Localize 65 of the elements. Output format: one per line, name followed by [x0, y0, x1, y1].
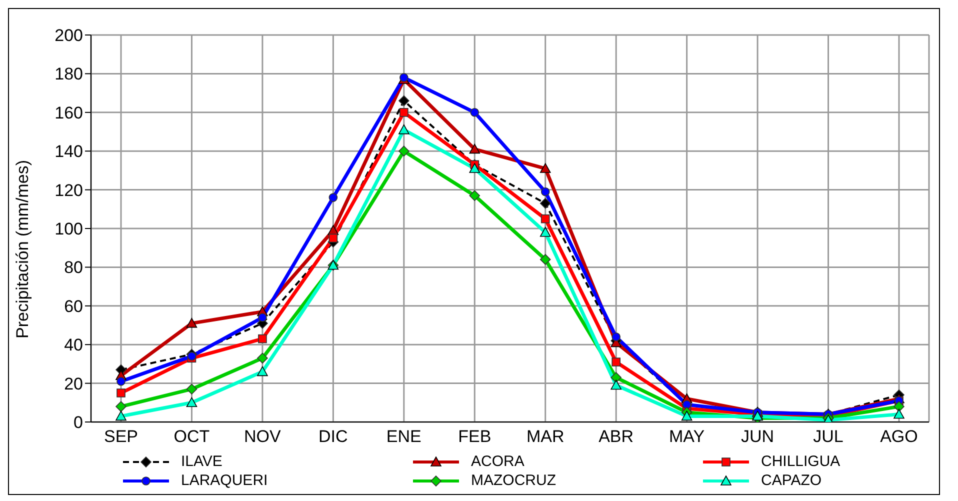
point	[610, 372, 622, 383]
y-tick-label: 200	[54, 26, 83, 46]
x-tick-label: ENE	[386, 427, 422, 446]
point	[540, 254, 551, 265]
point	[400, 108, 408, 117]
y-tick-label: 20	[64, 374, 83, 394]
point	[116, 376, 126, 386]
legend-label: CHILLIGUA	[761, 453, 840, 470]
point	[540, 198, 551, 209]
point	[612, 358, 620, 366]
point	[398, 95, 410, 106]
y-tick-label: 160	[54, 103, 83, 122]
point	[470, 108, 480, 117]
x-tick-label: JUN	[741, 427, 774, 446]
y-tick-label: 120	[54, 180, 83, 200]
legend-label: LARAQUERI	[181, 472, 268, 489]
legend-label: MAZOCRUZ	[471, 472, 556, 489]
legend-label: CAPAZO	[761, 472, 822, 489]
x-tick-label: DIC	[318, 427, 348, 446]
point	[612, 332, 620, 342]
point	[610, 380, 622, 390]
y-tick-label: 80	[64, 258, 83, 278]
point	[257, 352, 268, 364]
x-tick-label: AGO	[880, 427, 918, 446]
point	[116, 388, 126, 398]
y-tick-label: 40	[64, 336, 83, 355]
y-tick-label: 0	[74, 413, 83, 432]
point	[540, 214, 550, 224]
x-tick-label: MAY	[669, 427, 705, 446]
legend-label: ILAVE	[181, 453, 222, 470]
point	[398, 124, 410, 134]
point	[540, 163, 551, 173]
point	[116, 410, 126, 421]
point	[469, 190, 480, 202]
x-tick-label: ABR	[598, 427, 634, 446]
point	[469, 163, 480, 173]
x-tick-label: MAR	[526, 427, 564, 446]
x-tick-label: FEB	[458, 427, 492, 446]
x-tick-label: OCT	[174, 427, 210, 446]
point	[257, 366, 268, 376]
point	[681, 410, 692, 421]
point	[894, 408, 904, 419]
point	[116, 401, 126, 412]
y-axis-title: Precipitación (mm/mes)	[13, 160, 32, 338]
legend-label: ACORA	[471, 453, 524, 470]
point	[540, 187, 550, 196]
point	[258, 313, 267, 322]
x-tick-label: SEP	[104, 427, 138, 446]
x-tick-label: NOV	[244, 427, 282, 446]
point	[328, 193, 338, 202]
point	[894, 401, 904, 412]
point	[186, 397, 198, 408]
y-tick-label: 60	[64, 296, 83, 316]
y-tick-label: 100	[54, 220, 83, 239]
y-tick-label: 180	[54, 64, 83, 84]
point	[469, 144, 480, 154]
point	[328, 225, 339, 235]
point	[186, 318, 198, 328]
x-tick-label: JUL	[813, 427, 844, 446]
point	[328, 234, 338, 243]
point	[398, 146, 410, 156]
y-tick-label: 140	[54, 142, 83, 162]
point	[540, 226, 551, 237]
point	[186, 384, 198, 395]
point	[258, 334, 267, 344]
